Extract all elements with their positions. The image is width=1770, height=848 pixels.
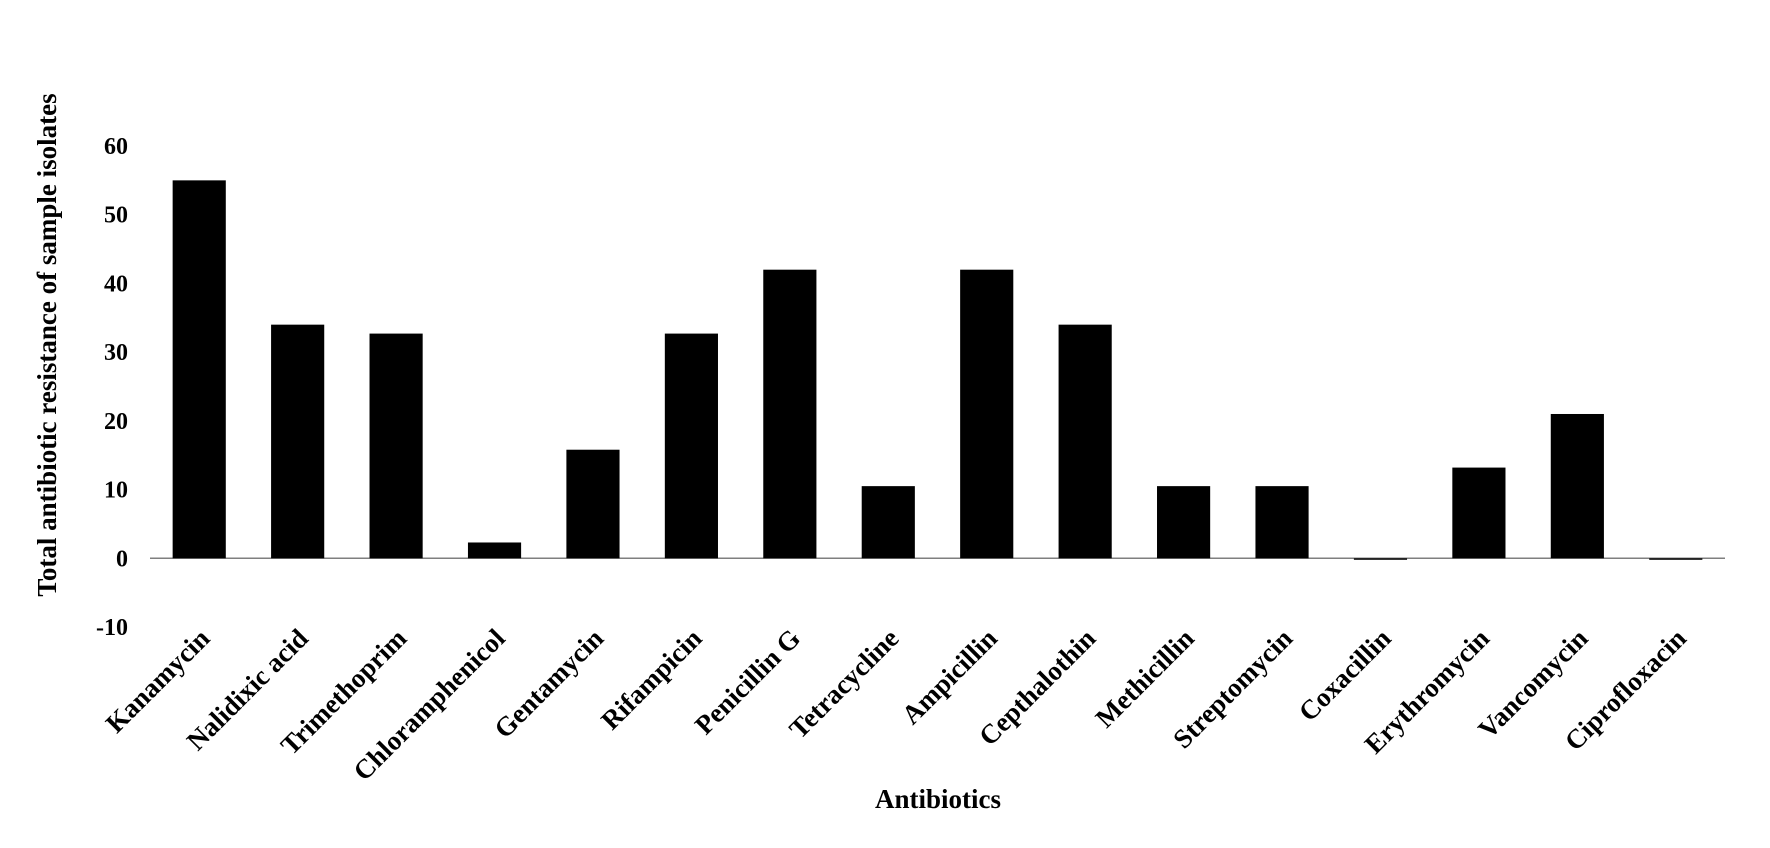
y-tick-label: 30 — [104, 340, 128, 366]
bar-erythromycin — [1452, 467, 1506, 559]
y-tick-label: 50 — [104, 203, 128, 229]
bar-tetracycline — [861, 486, 915, 559]
y-tick-label: 60 — [104, 134, 128, 160]
bar-cepthalothin — [1058, 324, 1112, 559]
bars — [172, 180, 1703, 560]
y-axis-ticks: -10 0 10 20 30 40 50 60 — [96, 134, 128, 641]
y-tick-label: 40 — [104, 271, 128, 297]
bar-penicillin-g — [763, 269, 817, 559]
y-tick-label: 20 — [104, 409, 128, 435]
bar-ampicillin — [960, 269, 1014, 559]
y-tick-label: -10 — [96, 615, 128, 641]
bar-kanamycin — [172, 180, 226, 559]
x-tick-label: Coxacillin — [1293, 623, 1397, 727]
bar-ciprofloxacin — [1649, 558, 1703, 560]
x-tick-label: Ampicillin — [896, 623, 1003, 730]
bar-streptomycin — [1255, 486, 1309, 559]
bar-vancomycin — [1550, 413, 1604, 559]
bar-methicillin — [1157, 486, 1211, 559]
x-axis-title: Antibiotics — [875, 784, 1001, 814]
y-axis-title: Total antibiotic resistance of sample is… — [32, 93, 62, 596]
bar-gentamycin — [566, 449, 620, 559]
bar-chloramphenicol — [467, 542, 522, 559]
bar-nalidixic-acid — [271, 324, 325, 559]
y-tick-label: 0 — [116, 546, 128, 572]
bar-rifampicin — [664, 333, 718, 559]
y-tick-label: 10 — [104, 478, 128, 504]
bar-coxacillin — [1353, 558, 1408, 560]
bar-trimethoprim — [369, 333, 423, 559]
